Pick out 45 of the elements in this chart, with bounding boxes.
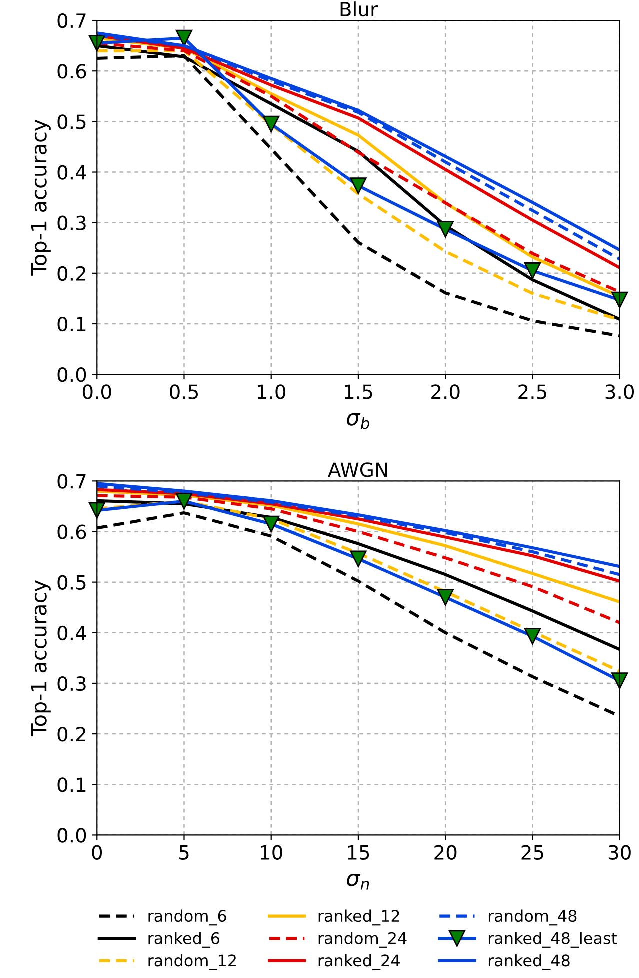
x-tick-label: 0.5 bbox=[170, 384, 198, 400]
y-tick-label: 0.0 bbox=[58, 828, 86, 843]
y-tick-label: 0.2 bbox=[58, 266, 86, 282]
y-tick-label: 0.1 bbox=[58, 778, 86, 792]
y-tick-label: 0.6 bbox=[58, 64, 86, 79]
chart-title: Blur bbox=[340, 2, 378, 17]
x-tick-label: 0.0 bbox=[82, 384, 112, 400]
x-axis-title: σ$_{n}$ bbox=[347, 874, 370, 890]
y-tick-label: 0.0 bbox=[58, 368, 86, 382]
legend-label: ranked_24 bbox=[318, 954, 400, 970]
legend-label: ranked_12 bbox=[318, 910, 400, 926]
y-tick-label: 0.5 bbox=[58, 114, 86, 130]
legend-label: random_12 bbox=[148, 954, 236, 970]
x-tick-label: 25 bbox=[522, 845, 544, 860]
legend-label: random_6 bbox=[148, 910, 226, 926]
legend-label: ranked_6 bbox=[148, 932, 220, 948]
x-tick-label: 5 bbox=[180, 846, 189, 860]
x-tick-label: 10 bbox=[261, 845, 282, 860]
y-tick-label: 0.3 bbox=[58, 216, 86, 231]
y-tick-label: 0.6 bbox=[58, 524, 86, 540]
legend-label: ranked_48 bbox=[488, 954, 570, 970]
x-axis-title: σ$_{b}$ bbox=[347, 413, 370, 430]
y-axis-title: Top-1 accuracy bbox=[31, 120, 51, 276]
chart-title: AWGN bbox=[328, 462, 388, 478]
x-tick-label: 1.5 bbox=[345, 384, 372, 400]
x-tick-label: 3.0 bbox=[606, 384, 634, 400]
y-tick-label: 0.4 bbox=[58, 626, 86, 641]
x-tick-label: 20 bbox=[434, 845, 457, 860]
y-tick-label: 0.7 bbox=[58, 13, 86, 28]
x-tick-label: 30 bbox=[608, 845, 631, 860]
y-tick-label: 0.2 bbox=[58, 727, 86, 742]
x-tick-label: 2.5 bbox=[518, 384, 546, 400]
x-tick-label: 2.0 bbox=[432, 384, 460, 400]
y-tick-label: 0.7 bbox=[58, 474, 86, 489]
y-axis-title: Top-1 accuracy bbox=[31, 580, 51, 737]
legend-label: random_48 bbox=[488, 910, 577, 926]
x-tick-label: 15 bbox=[348, 846, 370, 860]
x-tick-label: 0 bbox=[92, 845, 102, 860]
y-tick-label: 0.1 bbox=[58, 316, 86, 332]
legend-label: random_24 bbox=[318, 932, 407, 948]
y-tick-label: 0.5 bbox=[58, 575, 86, 590]
y-tick-label: 0.3 bbox=[58, 676, 86, 692]
x-tick-label: 1.0 bbox=[258, 384, 286, 400]
y-tick-label: 0.4 bbox=[58, 165, 86, 180]
legend-label: ranked_48_least bbox=[488, 932, 618, 948]
